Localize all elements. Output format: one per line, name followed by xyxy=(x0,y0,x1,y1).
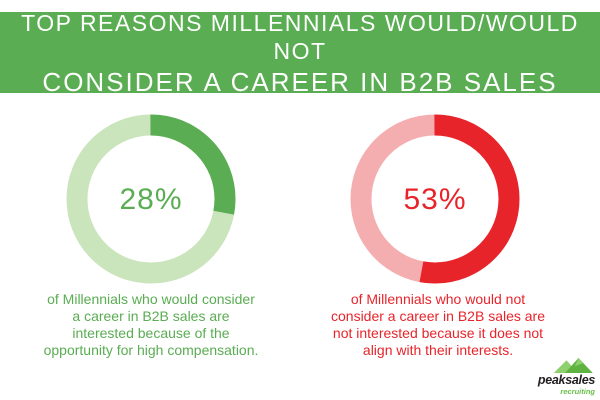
donut-chart-would-consider: 28% xyxy=(66,114,236,284)
mountain-icon xyxy=(553,358,593,373)
donut-ring-svg xyxy=(66,114,236,284)
caption-would-not-consider: of Millennials who would not consider a … xyxy=(331,291,545,358)
caption-would-consider: of Millennials who would consider a care… xyxy=(43,291,259,358)
title-line-2: CONSIDER A CAREER IN B2B SALES xyxy=(42,66,558,97)
title-banner: TOP REASONS MILLENNIALS WOULD/WOULD NOT … xyxy=(0,9,600,97)
title-line-1: TOP REASONS MILLENNIALS WOULD/WOULD NOT xyxy=(21,9,579,64)
percent-label-would-not-consider: 53% xyxy=(403,183,467,216)
logo-name: peaksales xyxy=(537,373,595,387)
donut-ring-svg xyxy=(350,114,520,284)
peaksales-logo: peaksales recruiting xyxy=(535,358,595,395)
percent-label-would-consider: 28% xyxy=(119,183,183,216)
logo-tagline: recruiting xyxy=(560,386,595,396)
donut-chart-would-not-consider: 53% xyxy=(350,114,520,284)
